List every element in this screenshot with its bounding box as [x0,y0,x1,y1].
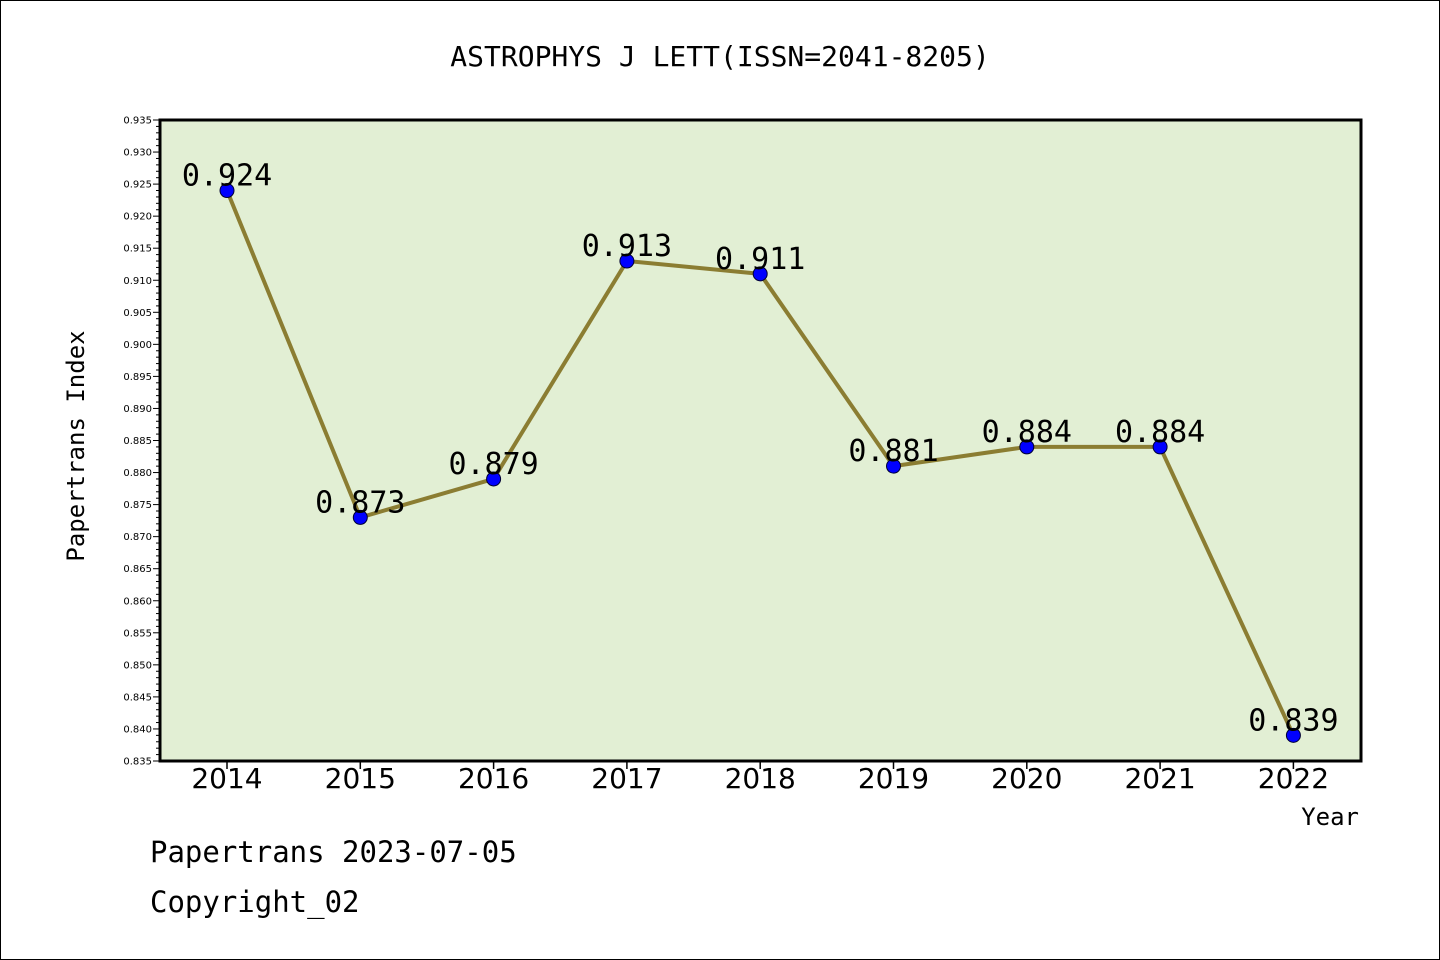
x-tick-label: 2021 [1124,762,1195,795]
y-tick-label: 0.920 [123,212,152,223]
x-tick-label: 2016 [458,762,529,795]
x-axis-label: Year [1301,803,1359,831]
y-tick-label: 0.905 [123,308,152,319]
y-tick-label: 0.900 [123,340,152,351]
y-tick-label: 0.885 [123,436,152,447]
x-axis-ticks: 2014 2015 2016 2017 2018 2019 2020 2021 2022 [191,761,1329,795]
y-tick-label: 0.870 [123,532,152,543]
y-tick-label: 0.925 [123,180,152,191]
y-tick-label: 0.845 [123,692,152,703]
y-tick-label: 0.880 [123,468,152,479]
y-tick-label: 0.850 [123,660,152,671]
footer-date-text: Papertrans 2023-07-05 [150,835,517,869]
y-tick-label: 0.855 [123,628,152,639]
data-label: 0.911 [715,242,805,277]
y-tick-label: 0.865 [123,564,152,575]
data-point [352,509,368,525]
y-tick-label: 0.875 [123,500,152,511]
data-label: 0.881 [848,434,938,469]
series-line-group: 0.924 0.873 0.879 0.913 0.911 0.881 0.884 0.884… [182,159,1339,743]
y-tick-label: 0.910 [123,276,152,287]
data-label: 0.924 [182,159,272,194]
data-label: 0.884 [982,415,1072,450]
data-label: 0.884 [1115,415,1205,450]
data-point [1019,439,1035,455]
data-label: 0.839 [1248,703,1338,738]
x-tick-label: 2015 [325,762,396,795]
data-point [619,253,635,269]
footer-copyright-text: Copyright_02 [150,885,360,919]
y-tick-label: 0.935 [123,116,152,127]
y-tick-label: 0.835 [123,757,152,768]
x-tick-label: 2020 [991,762,1062,795]
y-tick-label: 0.840 [123,724,152,735]
data-point [1285,727,1301,743]
x-tick-label: 2018 [725,762,796,795]
x-tick-label: 2019 [858,762,929,795]
y-axis-ticks: 0.835 0.840 0.845 0.850 0.855 0.860 0.865 0.870… [123,116,160,768]
y-tick-label: 0.890 [123,404,152,415]
data-label: 0.873 [315,485,405,520]
data-label: 0.913 [582,229,672,264]
y-tick-label: 0.860 [123,596,152,607]
y-tick-label: 0.915 [123,244,152,255]
data-point [752,266,768,282]
y-tick-label: 0.930 [123,148,152,159]
x-tick-label: 2014 [191,762,262,795]
data-point [886,458,901,474]
data-point [1152,439,1168,455]
data-point [219,183,235,199]
data-point [486,471,502,487]
chart-title: ASTROPHYS J LETT(ISSN=2041-8205) [450,40,989,73]
x-tick-label: 2022 [1258,762,1329,795]
y-tick-label: 0.895 [123,372,152,383]
y-axis-label: Papertrans Index [62,330,90,561]
x-tick-label: 2017 [591,762,662,795]
data-label: 0.879 [448,447,538,482]
